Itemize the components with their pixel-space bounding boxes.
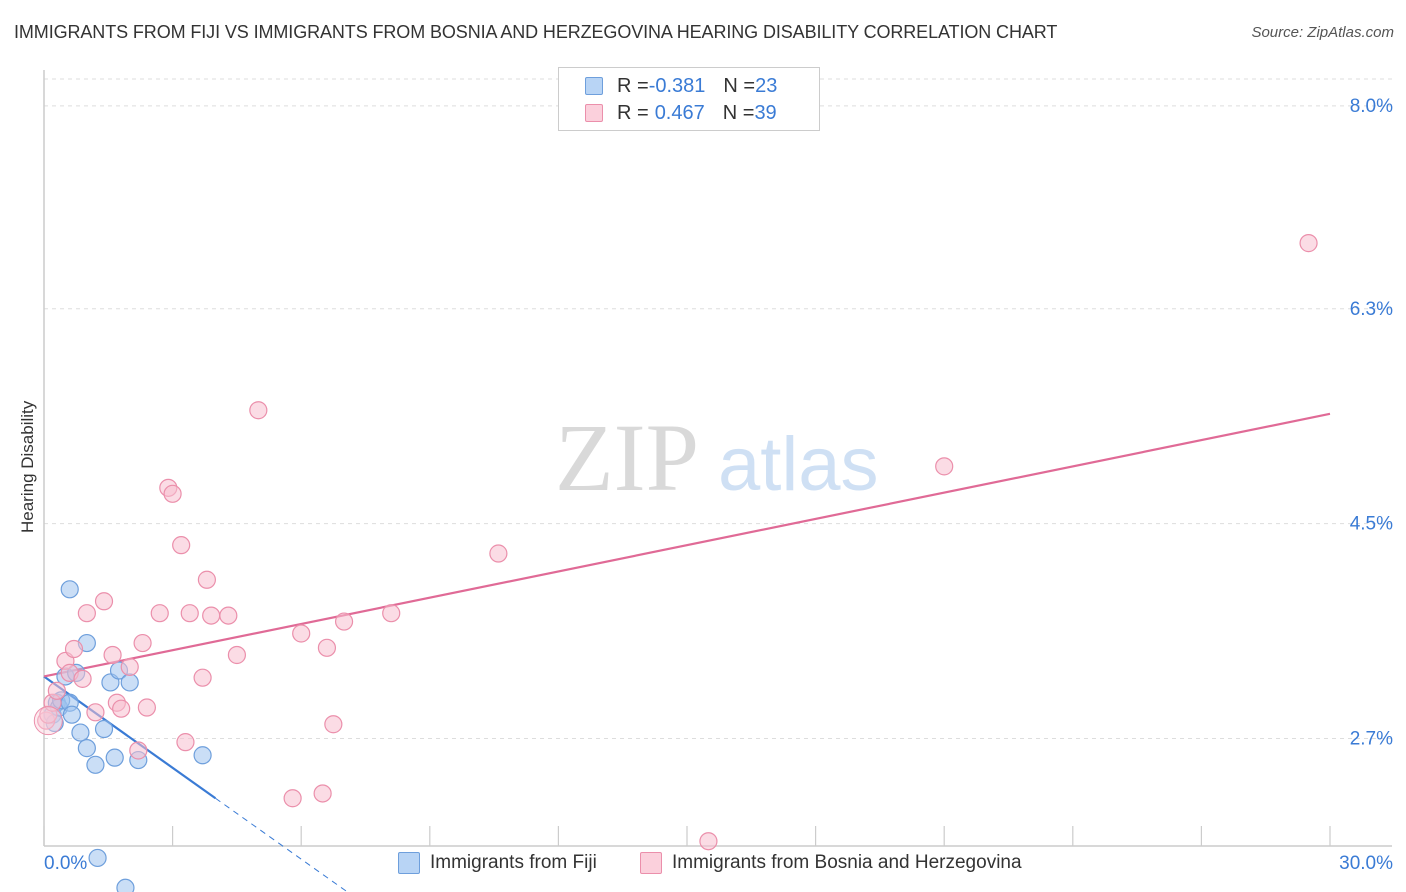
bosnia-n-value: 39	[754, 101, 777, 124]
bosnia-r-label: R =	[617, 101, 649, 124]
fiji-r-value: -0.381	[648, 74, 706, 97]
bosnia-point-11	[103, 645, 122, 665]
fiji-point-14	[94, 719, 114, 739]
bosnia-point-17	[150, 604, 169, 623]
tick-labels: 2.7% 4.5% 6.3% 8.0% 0.0% 30.0%	[44, 96, 1393, 874]
bosnia-point-31	[313, 784, 332, 803]
bottom-fiji-label: Immigrants from Fiji	[430, 852, 597, 873]
fiji-point-20	[193, 746, 212, 765]
bosnia-point-22	[180, 604, 199, 623]
x-tick-label-0: 0.0%	[44, 853, 87, 874]
y-tick-label-0: 2.7%	[1350, 729, 1393, 750]
bosnia-r-value: 0.467	[654, 101, 705, 124]
fiji-point-12	[77, 739, 96, 758]
fiji-point-8	[62, 705, 81, 724]
fiji-point-22	[116, 878, 135, 892]
bosnia-n-label: N =	[722, 101, 755, 124]
bosnia-point-13	[112, 699, 131, 718]
y-tick-label-1: 4.5%	[1350, 514, 1393, 535]
grid-lines	[44, 78, 1392, 740]
y-axis-label: Hearing Disability	[18, 400, 37, 533]
cluster-point	[33, 706, 63, 736]
bosnia-point-8	[77, 604, 96, 623]
bosnia-point-36	[489, 544, 508, 563]
bosnia-point-35	[382, 604, 401, 623]
bosnia-point-30	[292, 624, 311, 643]
fiji-point-21	[88, 848, 107, 868]
fiji-point-18	[120, 673, 139, 692]
bosnia-point-9	[86, 703, 105, 722]
fiji-swatch	[585, 77, 603, 95]
bosnia-point-25	[202, 606, 221, 625]
bosnia-point-39	[1299, 234, 1318, 253]
fiji-point-10	[71, 723, 90, 742]
bosnia-point-7	[73, 669, 92, 688]
bosnia-point-28	[249, 401, 268, 420]
fiji-n-label: N =	[723, 74, 756, 97]
y-tick-label-3: 8.0%	[1350, 96, 1393, 117]
source-label: Source: ZipAtlas.com	[1251, 24, 1394, 41]
x-tick-label-1: 30.0%	[1339, 853, 1393, 874]
bosnia-point-34	[334, 612, 354, 631]
watermark-atlas: atlas	[718, 422, 879, 507]
bosnia-point-14	[120, 657, 139, 677]
legend-row-fiji: R = -0.381 N = 23	[585, 73, 777, 99]
watermark: ZIP atlas	[555, 404, 879, 511]
bosnia-point-32	[317, 638, 337, 657]
watermark-zip: ZIP	[555, 404, 699, 511]
legend-row-bosnia: R = 0.467 N = 39	[585, 100, 777, 126]
bottom-legend-fiji: Immigrants from Fiji	[398, 850, 597, 876]
fiji-point-16	[105, 748, 124, 767]
bosnia-point-21	[176, 733, 195, 752]
trend-line-1	[43, 412, 1331, 678]
bosnia-point-19	[163, 484, 182, 503]
bottom-fiji-swatch	[398, 852, 420, 874]
fiji-n-value: 23	[755, 74, 778, 97]
fiji-point-6	[60, 580, 79, 599]
bosnia-point-20	[172, 536, 191, 555]
fiji-point-13	[86, 755, 105, 774]
bosnia-point-29	[283, 789, 302, 808]
bosnia-point-37	[699, 832, 718, 851]
bosnia-point-15	[133, 633, 152, 653]
bosnia-point-23	[193, 668, 212, 687]
bosnia-point-26	[219, 606, 238, 625]
bosnia-point-24	[197, 570, 216, 589]
data-points	[33, 234, 1318, 892]
fiji-r-label: R =	[617, 74, 649, 97]
bottom-bosnia-swatch	[640, 852, 662, 874]
bosnia-point-27	[227, 645, 246, 665]
bosnia-swatch	[585, 104, 603, 122]
trend-line-dashed-0	[215, 797, 349, 892]
y-tick-label-2: 6.3%	[1350, 299, 1393, 320]
bosnia-point-3	[47, 681, 66, 700]
bottom-bosnia-label: Immigrants from Bosnia and Herzegovina	[672, 852, 1022, 873]
bosnia-point-33	[324, 715, 343, 734]
bosnia-point-40	[129, 741, 148, 760]
bosnia-point-38	[935, 457, 954, 476]
bosnia-point-6	[64, 639, 84, 659]
bottom-legend-bosnia: Immigrants from Bosnia and Herzegovina	[640, 850, 1022, 876]
bosnia-point-16	[137, 698, 156, 717]
bosnia-point-10	[94, 592, 114, 611]
chart-title: IMMIGRANTS FROM FIJI VS IMMIGRANTS FROM …	[14, 22, 1058, 42]
correlation-legend: R = -0.381 N = 23 R = 0.467 N = 39	[558, 67, 820, 131]
